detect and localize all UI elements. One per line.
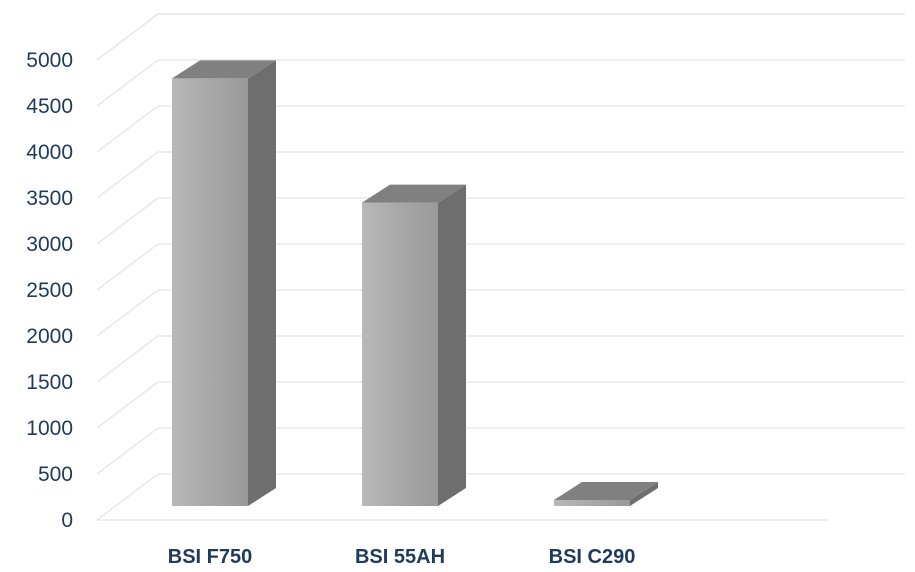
gridline — [96, 59, 905, 107]
gridline — [96, 13, 905, 61]
bar-front — [362, 202, 438, 506]
bar — [554, 482, 658, 506]
y-tick-label: 1000 — [26, 417, 73, 440]
x-category-label: BSI C290 — [549, 546, 636, 568]
gridline — [96, 289, 905, 337]
gridline — [96, 243, 905, 291]
y-tick-label: 3500 — [26, 187, 73, 210]
gridline — [96, 13, 905, 61]
bars — [172, 60, 658, 507]
bar-front — [554, 500, 630, 506]
bar-side — [438, 184, 466, 506]
y-tick-label: 2500 — [26, 279, 73, 302]
x-axis-labels: BSI F750 BSI 55AH BSI C290 — [168, 546, 636, 568]
gridline — [96, 427, 905, 475]
bar-top — [172, 60, 276, 79]
x-category-label: BSI 55AH — [355, 546, 445, 568]
y-tick-label: 1500 — [26, 371, 73, 394]
gridline — [96, 151, 905, 199]
bar-front — [172, 78, 248, 507]
gridline — [96, 335, 905, 383]
bar-side — [248, 60, 276, 507]
y-tick-label: 500 — [38, 463, 73, 486]
gridline — [96, 381, 905, 429]
y-tick-label: 3000 — [26, 233, 73, 256]
bar-side — [630, 482, 658, 506]
y-tick-label: 4000 — [26, 141, 73, 164]
x-category-label: BSI F750 — [168, 546, 252, 568]
bar-top — [362, 184, 466, 203]
y-tick-label: 4500 — [26, 95, 73, 118]
y-tick-label: 0 — [61, 509, 73, 532]
y-axis-ticks: 0 500 1000 1500 2000 2500 3000 3500 4000 4500 5000 — [26, 49, 73, 532]
y-tick-label: 5000 — [26, 49, 73, 72]
gridline — [96, 197, 905, 245]
gridline — [96, 473, 905, 521]
gridline — [96, 105, 905, 153]
gridlines — [96, 13, 905, 521]
y-tick-label: 2000 — [26, 325, 73, 348]
bar — [172, 60, 276, 507]
bar — [362, 184, 466, 506]
bar-top — [554, 482, 658, 500]
